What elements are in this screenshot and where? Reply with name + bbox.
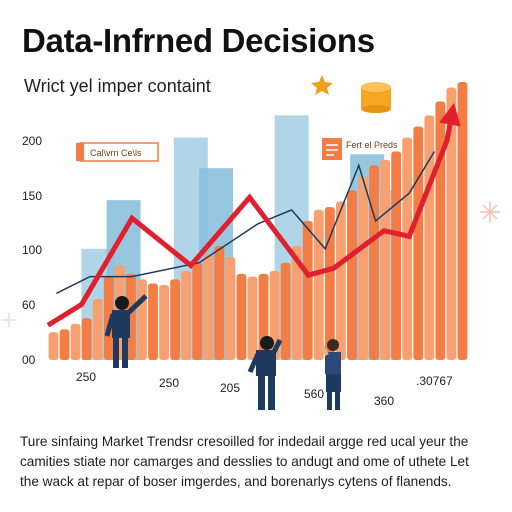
sparkle-icon — [2, 313, 16, 327]
orange-bar — [125, 273, 136, 360]
legend-label-2: Fert el Preds — [346, 140, 398, 150]
orange-bar — [92, 298, 103, 360]
orange-bar — [181, 271, 192, 360]
orange-bar — [269, 271, 280, 360]
orange-bar — [347, 190, 357, 360]
orange-bar — [192, 262, 203, 360]
y-tick-label: 00 — [22, 353, 36, 367]
y-tick-label: 200 — [22, 134, 42, 148]
x-tick-label: 250 — [76, 370, 96, 384]
x-tick-label: 250 — [159, 376, 179, 390]
person-1-icon — [104, 294, 148, 368]
orange-bar — [413, 126, 424, 360]
orange-bar — [391, 151, 402, 360]
description-line-3: the wack at repar of boser imgerdes, and… — [20, 474, 452, 489]
orange-bar — [369, 165, 379, 360]
description-line-2: camities stiate nor camarges and desslie… — [20, 454, 469, 469]
corner-label: .30767 — [416, 374, 453, 388]
orange-bar — [380, 159, 391, 360]
orange-bar — [358, 176, 368, 360]
trend-arrow-icon — [439, 102, 461, 127]
x-axis-ticks: 250 250 205 560 360 — [76, 370, 394, 408]
description-text: Ture sinfaing Market Trendsr cresoilled … — [20, 432, 496, 492]
orange-bar — [48, 332, 59, 360]
orange-bar — [424, 115, 435, 360]
legend-callout-1: Cal\vrn Ce\ls — [76, 142, 159, 162]
decorations — [2, 75, 500, 327]
legend-label-1: Cal\vrn Ce\ls — [90, 148, 142, 158]
y-tick-label: 150 — [22, 189, 42, 203]
orange-bar — [335, 201, 346, 360]
orange-bar — [214, 246, 225, 360]
star-icon — [311, 75, 333, 95]
orange-bar — [402, 137, 413, 360]
x-tick-label: 360 — [374, 394, 394, 408]
legend-callout-2: Fert el Preds — [322, 138, 398, 160]
orange-bar — [170, 279, 181, 360]
orange-bar — [446, 87, 457, 360]
person-3-icon — [320, 339, 341, 410]
orange-bar — [159, 284, 169, 360]
page-title: Data-Infrned Decisions — [22, 22, 375, 59]
orange-bar — [236, 273, 247, 360]
x-tick-label: 560 — [304, 387, 324, 401]
orange-bar — [70, 323, 81, 360]
coin-stack-icon — [361, 82, 391, 113]
person-2-icon — [247, 336, 283, 410]
orange-bar — [203, 254, 214, 360]
orange-bar — [148, 283, 158, 360]
orange-bar — [313, 209, 324, 360]
navy-line-series — [56, 151, 436, 294]
y-tick-label: 100 — [22, 243, 42, 257]
sparkle-icon — [480, 202, 500, 222]
orange-bar — [81, 318, 92, 360]
page-subtitle: Wrict yel imper containt — [24, 76, 211, 96]
red-line-series — [46, 124, 453, 328]
orange-bar — [280, 262, 291, 360]
x-tick-label: 205 — [220, 381, 240, 395]
orange-bar — [302, 221, 313, 360]
orange-bar — [225, 257, 236, 360]
description-line-1: Ture sinfaing Market Trendsr cresoilled … — [20, 434, 469, 449]
y-tick-label: 60 — [22, 298, 36, 312]
orange-bar — [457, 82, 468, 360]
orange-bar — [103, 276, 114, 360]
y-axis-ticks: 00 60 100 150 200 — [22, 134, 42, 367]
orange-bar — [435, 101, 446, 361]
orange-bar — [247, 276, 258, 360]
orange-bar — [137, 279, 147, 360]
orange-bar — [291, 246, 302, 360]
orange-bar — [59, 329, 70, 360]
